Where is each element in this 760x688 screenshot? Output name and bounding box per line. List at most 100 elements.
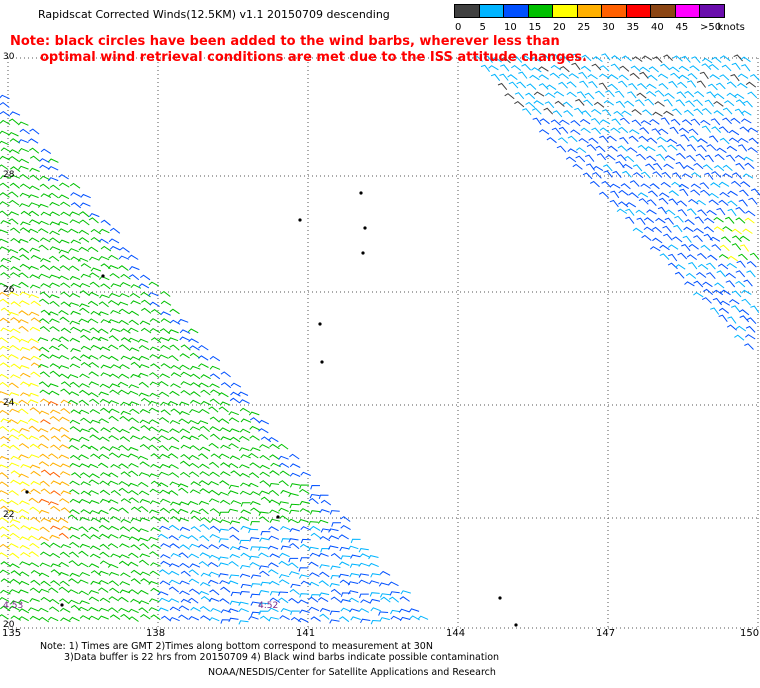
wind-barb [19, 300, 30, 306]
wind-barb [29, 326, 41, 332]
wind-barb [259, 454, 270, 461]
wind-barb [718, 314, 728, 322]
wind-barb [615, 90, 625, 98]
wind-barb [704, 217, 715, 224]
wind-barb [310, 484, 321, 490]
wind-barb [120, 471, 131, 478]
wind-barb [169, 419, 181, 425]
wind-barb [168, 355, 179, 362]
wind-barb [599, 65, 610, 72]
wind-barb [210, 607, 221, 613]
wind-barb [80, 490, 92, 496]
wind-barb [170, 501, 181, 506]
island-dot [363, 226, 367, 230]
legend-swatch [650, 4, 676, 18]
wind-barb [150, 614, 161, 621]
wind-barb [128, 462, 139, 468]
wind-barb [8, 354, 19, 359]
wind-barb [259, 464, 270, 470]
wind-barb [390, 615, 401, 621]
wind-barb [649, 183, 660, 190]
wind-barb [725, 216, 735, 224]
lon-label-150: 150 [740, 628, 760, 639]
wind-barb [580, 65, 592, 72]
wind-barb [663, 233, 673, 241]
wind-barb [78, 399, 89, 406]
wind-barb [599, 73, 610, 79]
wind-barb [48, 501, 59, 506]
wind-barb [674, 271, 685, 279]
wind-barb [239, 573, 251, 578]
wind-barb [539, 118, 550, 125]
wind-barb [726, 145, 738, 152]
wind-barb [718, 253, 730, 260]
wind-barb [218, 562, 229, 567]
wind-barb [107, 265, 119, 270]
wind-barb [714, 164, 725, 172]
wind-barb [358, 608, 370, 613]
wind-barb [731, 228, 742, 235]
wind-barb [369, 598, 381, 604]
wind-barb [250, 507, 261, 514]
wind-barb [139, 571, 151, 576]
wind-barb [706, 272, 716, 280]
wind-barb [198, 344, 209, 351]
wind-barb [702, 288, 714, 295]
wind-barb [49, 598, 60, 605]
wind-barb [179, 544, 190, 550]
island-dot [514, 623, 518, 627]
wind-barb [250, 500, 261, 506]
wind-barb [188, 597, 199, 604]
wind-barb [89, 553, 101, 559]
wind-barb [637, 144, 648, 152]
wind-barb [79, 615, 91, 621]
wind-barb [240, 525, 251, 530]
wind-barb [249, 435, 260, 441]
wind-barb [198, 560, 210, 567]
wind-barb [741, 289, 752, 295]
wind-barb [119, 526, 131, 532]
wind-barb [80, 417, 91, 424]
wind-barb [695, 153, 706, 161]
wind-barb [169, 319, 181, 325]
wind-barb [168, 453, 179, 459]
wind-barb [149, 570, 160, 576]
wind-barb [309, 510, 321, 515]
wind-barb [58, 239, 70, 244]
wind-barb [138, 505, 149, 512]
wind-barb [39, 325, 51, 332]
wind-barb [288, 557, 299, 563]
wind-barb [641, 55, 653, 61]
wind-barb [98, 570, 109, 575]
wind-barb [298, 599, 309, 605]
wind-barb [180, 371, 191, 377]
wind-barb [49, 255, 60, 262]
wind-barb [59, 598, 70, 605]
wind-barb [68, 599, 79, 605]
wind-swath-east [472, 53, 760, 350]
wind-barb [141, 307, 152, 314]
wind-barb [180, 435, 192, 440]
island-dot [498, 596, 502, 600]
wind-barb [630, 65, 641, 72]
wind-barb [29, 219, 40, 224]
wind-barb [712, 289, 724, 296]
wind-barb [619, 137, 629, 145]
wind-barb [340, 516, 351, 522]
wind-barb [676, 144, 686, 152]
wind-barb [190, 373, 201, 380]
wind-barb [198, 363, 209, 368]
wind-barb [48, 345, 60, 351]
wind-barb [0, 130, 10, 136]
wind-barb [128, 319, 139, 326]
wind-barb [652, 171, 663, 178]
wind-barb [319, 564, 330, 569]
wind-barb [532, 117, 542, 125]
wind-barb [129, 426, 140, 432]
wind-barb [80, 481, 91, 486]
wind-barb [722, 173, 733, 179]
wind-barb [0, 282, 9, 288]
wind-barb [330, 574, 341, 580]
wind-barb [360, 599, 371, 604]
wind-barb [280, 489, 291, 494]
